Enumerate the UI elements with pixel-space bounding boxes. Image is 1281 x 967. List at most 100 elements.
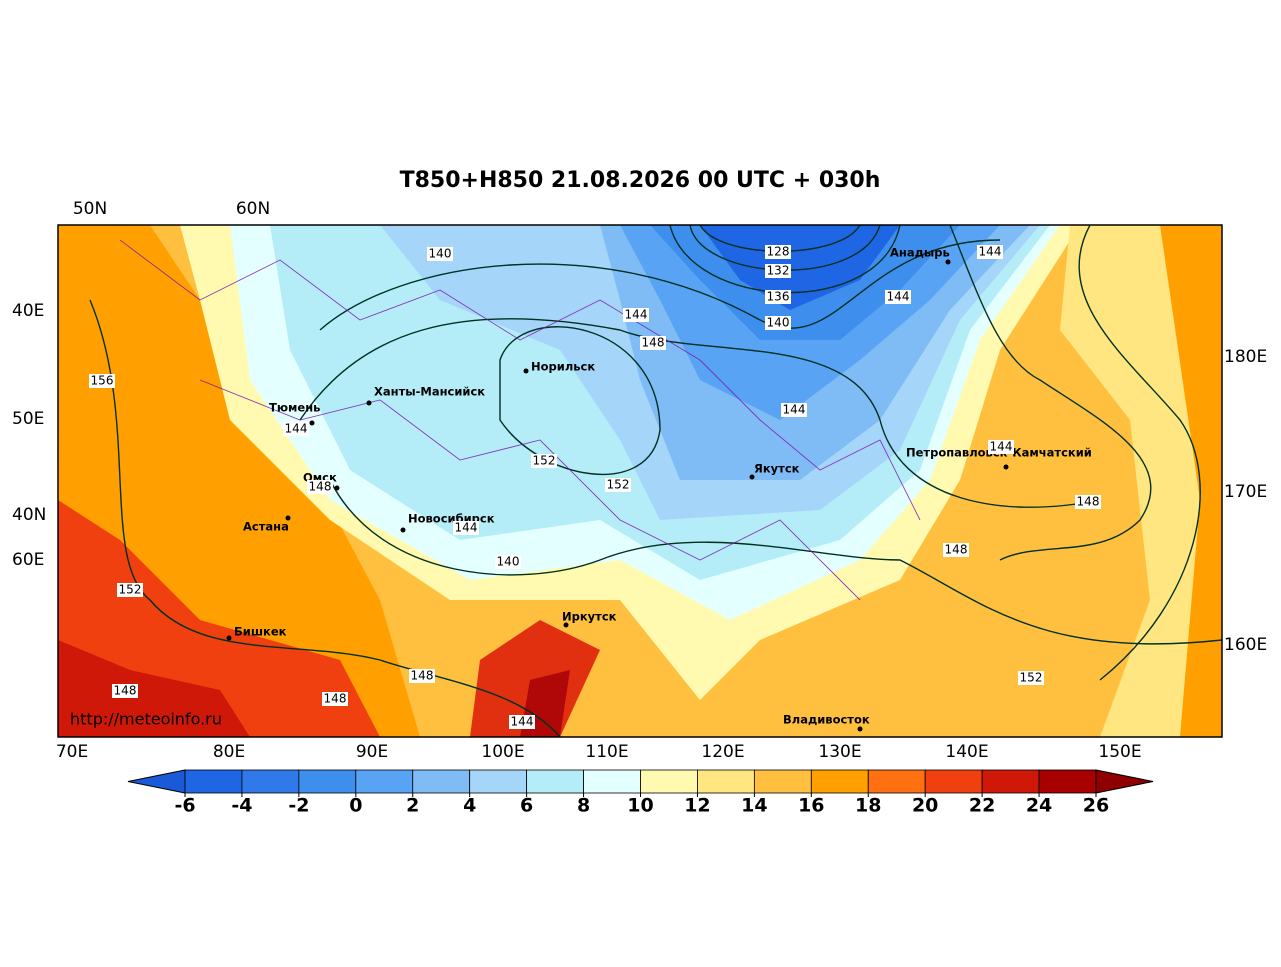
contour-label: 140 [429, 247, 452, 261]
colorbar-tick-label: 2 [406, 795, 419, 817]
colorbar-cell [469, 769, 528, 794]
lon-label: 80E [213, 742, 245, 762]
city-dot [366, 400, 372, 406]
edge-label: 170E [1224, 482, 1267, 502]
colorbar-cell [1038, 769, 1097, 794]
city-label: Новосибирск [408, 512, 495, 526]
contour-label-bg [89, 374, 115, 388]
city-dot [1003, 464, 1009, 470]
colorbar-tick-label: -6 [174, 795, 195, 817]
colorbar-tick-label: 22 [969, 795, 995, 817]
contour-label: 144 [979, 245, 1002, 259]
contour-label-bg [885, 290, 911, 304]
contour-label: 152 [533, 454, 556, 468]
contour-label-bg [977, 245, 1003, 259]
edge-label: 180E [1224, 347, 1267, 367]
contour-label: 152 [1020, 671, 1043, 685]
contour-label-bg [640, 336, 666, 350]
city-label: Астана [243, 520, 289, 534]
city-label: Ханты-Мансийск [374, 385, 485, 399]
edge-label: 40E [12, 301, 44, 321]
city-label: Норильск [531, 360, 595, 374]
colorbar-cell [697, 769, 755, 794]
city-dot [857, 726, 863, 732]
city-label: Якутск [754, 462, 800, 476]
contour-label: 148 [309, 480, 332, 494]
contour-label-bg [409, 669, 435, 683]
edge-label: 60E [12, 550, 44, 570]
colorbar-cell [526, 769, 584, 794]
contour-label-bg [1075, 495, 1101, 509]
colorbar-tick-label: 18 [855, 795, 881, 817]
contour-label: 148 [1077, 495, 1100, 509]
colorbar-cell [241, 769, 300, 794]
lon-label: 70E [56, 742, 88, 762]
lat-label: 60N [236, 199, 270, 219]
contour-label-bg [988, 440, 1014, 454]
contour-label: 144 [990, 440, 1013, 454]
contour-label: 148 [114, 684, 137, 698]
city-label: Владивосток [783, 713, 870, 727]
colorbar: -6 -4 -2 0 2 4 6 8 10 12 14 16 18 20 22 24 26 [127, 769, 1154, 817]
colorbar-cell [355, 769, 414, 794]
contour-label: 148 [411, 669, 434, 683]
contour-label-bg [623, 308, 649, 322]
colorbar-tick-label: 24 [1026, 795, 1052, 817]
edge-label: 40N [12, 505, 46, 525]
city-dot [400, 527, 406, 533]
colorbar-tick-label: 4 [463, 795, 476, 817]
lon-label: 140E [945, 742, 988, 762]
contour-label: 144 [625, 308, 648, 322]
lat-label: 50N [73, 199, 107, 219]
colorbar-tick-label: 26 [1083, 795, 1109, 817]
contour-label-bg [495, 555, 521, 569]
colorbar-tick-label: 20 [912, 795, 938, 817]
colorbar-cell [924, 769, 983, 794]
edge-label: 160E [1224, 635, 1267, 655]
lon-label: 120E [701, 742, 744, 762]
colorbar-cell [981, 769, 1040, 794]
contour-label-bg [1018, 671, 1044, 685]
contour-label: 152 [119, 583, 142, 597]
contour-label-bg [117, 583, 143, 597]
city-dot [309, 420, 315, 426]
contour-label: 132 [767, 264, 790, 278]
contour-label-bg [781, 403, 807, 417]
contour-label-bg [322, 692, 348, 706]
contour-label-bg [765, 264, 791, 278]
contour-label: 136 [767, 290, 790, 304]
city-label: Тюмень [269, 401, 320, 415]
contour-label: 144 [887, 290, 910, 304]
lon-label: 110E [585, 742, 628, 762]
contour-label: 140 [497, 555, 520, 569]
city-dot [945, 259, 951, 265]
map-frame [57, 224, 1223, 738]
contour-label-bg [531, 454, 557, 468]
colorbar-tick-label: 8 [577, 795, 590, 817]
contour-label-bg [453, 521, 479, 535]
contour-label: 156 [91, 374, 114, 388]
contour-label-bg [765, 316, 791, 330]
contour-label-bg [765, 290, 791, 304]
colorbar-tick-label: -2 [288, 795, 309, 817]
colorbar-cell [412, 769, 471, 794]
colorbar-tick-label: 14 [741, 795, 767, 817]
colorbar-tick-label: 16 [798, 795, 824, 817]
colorbar-cell [640, 769, 698, 794]
contour-label-bg [112, 684, 138, 698]
lon-label: 130E [818, 742, 861, 762]
contour-label-bg [605, 478, 631, 492]
contour-label-bg [283, 422, 309, 436]
contour-label: 148 [945, 543, 968, 557]
contour-label: 152 [607, 478, 630, 492]
contour-label-bg [943, 543, 969, 557]
colorbar-tick-label: 12 [684, 795, 710, 817]
lon-label: 90E [356, 742, 388, 762]
colorbar-tick-label: 10 [627, 795, 653, 817]
map-field [58, 225, 1222, 737]
city-label: Иркутск [562, 610, 617, 624]
city-label: Бишкек [234, 625, 287, 639]
contour-label-bg [307, 480, 333, 494]
colorbar-cell [184, 769, 243, 794]
